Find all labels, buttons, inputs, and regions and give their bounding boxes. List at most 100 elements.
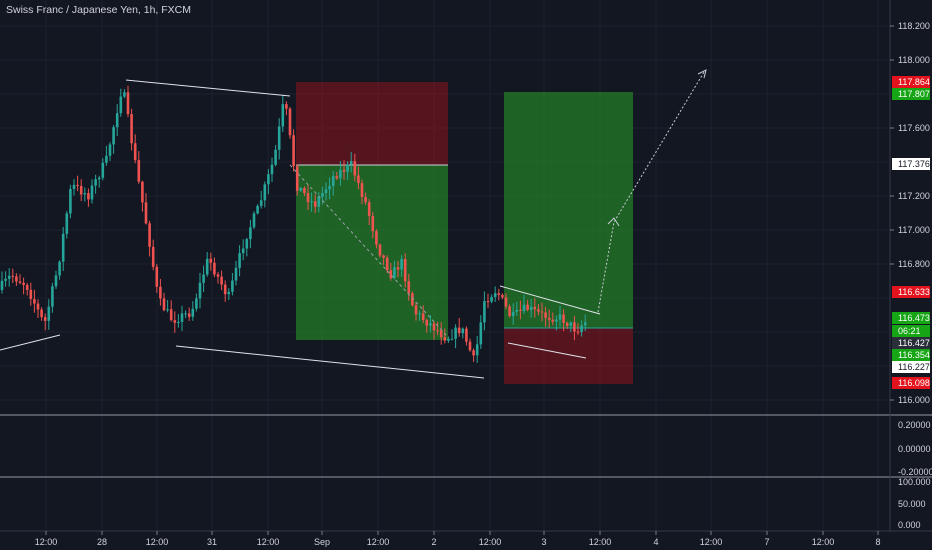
candle-body[interactable] bbox=[263, 184, 267, 201]
position-zones[interactable] bbox=[296, 82, 633, 384]
candle-body[interactable] bbox=[555, 319, 558, 322]
candle-body[interactable] bbox=[573, 322, 576, 332]
candle-body[interactable] bbox=[112, 127, 115, 145]
candle-body[interactable] bbox=[249, 227, 252, 240]
candle-body[interactable] bbox=[76, 184, 79, 186]
trend-line[interactable] bbox=[0, 334, 61, 351]
candle-body[interactable] bbox=[169, 309, 173, 321]
candle-body[interactable] bbox=[270, 164, 274, 175]
candle-body[interactable] bbox=[11, 275, 15, 277]
take-profit-zone[interactable] bbox=[296, 165, 448, 340]
candle-body[interactable] bbox=[317, 196, 321, 207]
candle-body[interactable] bbox=[58, 261, 61, 276]
candle-body[interactable] bbox=[583, 322, 587, 326]
candle-body[interactable] bbox=[565, 322, 569, 326]
candle-body[interactable] bbox=[166, 309, 169, 311]
candle-body[interactable] bbox=[303, 188, 306, 194]
candle-body[interactable] bbox=[501, 294, 504, 298]
candle-body[interactable] bbox=[151, 246, 155, 267]
candle-body[interactable] bbox=[418, 313, 421, 315]
price-badge[interactable] bbox=[892, 312, 930, 324]
candle-body[interactable] bbox=[69, 188, 72, 214]
candle-body[interactable] bbox=[339, 169, 342, 179]
candle-body[interactable] bbox=[61, 233, 65, 262]
candle-body[interactable] bbox=[544, 312, 547, 318]
candle-body[interactable] bbox=[529, 306, 533, 310]
candle-body[interactable] bbox=[450, 338, 454, 340]
candle-body[interactable] bbox=[18, 281, 22, 283]
candle-body[interactable] bbox=[328, 186, 331, 190]
candle-body[interactable] bbox=[364, 197, 367, 203]
candle-body[interactable] bbox=[209, 258, 213, 263]
candle-body[interactable] bbox=[238, 253, 241, 268]
candlestick-series[interactable] bbox=[0, 85, 587, 363]
candle-body[interactable] bbox=[425, 320, 429, 326]
candle-body[interactable] bbox=[357, 175, 360, 184]
candle-body[interactable] bbox=[159, 286, 162, 299]
candle-body[interactable] bbox=[497, 293, 501, 295]
candle-body[interactable] bbox=[97, 177, 101, 180]
candle-body[interactable] bbox=[126, 92, 130, 115]
candle-body[interactable] bbox=[144, 202, 148, 224]
candle-body[interactable] bbox=[342, 169, 346, 172]
candle-body[interactable] bbox=[216, 274, 220, 277]
time-axis[interactable]: 12:00 28 12:00 31 12:00 Sep 12:00 2 12:00 3 12:00 4… bbox=[35, 531, 881, 547]
candle-body[interactable] bbox=[411, 293, 414, 306]
trend-line[interactable] bbox=[125, 79, 291, 97]
candle-body[interactable] bbox=[25, 284, 29, 290]
candle-body[interactable] bbox=[306, 193, 310, 203]
candle-body[interactable] bbox=[162, 298, 166, 311]
candle-body[interactable] bbox=[378, 244, 382, 256]
candle-body[interactable] bbox=[277, 126, 281, 150]
stop-loss-zone[interactable] bbox=[296, 82, 448, 165]
candle-body[interactable] bbox=[108, 144, 112, 156]
candle-body[interactable] bbox=[65, 213, 69, 234]
price-badge[interactable] bbox=[892, 361, 930, 373]
candle-body[interactable] bbox=[346, 164, 349, 172]
candle-body[interactable] bbox=[252, 213, 256, 228]
candle-body[interactable] bbox=[313, 201, 317, 207]
candle-body[interactable] bbox=[173, 320, 177, 323]
candle-body[interactable] bbox=[180, 313, 184, 323]
candle-body[interactable] bbox=[195, 298, 198, 309]
candle-body[interactable] bbox=[101, 162, 105, 178]
candle-body[interactable] bbox=[133, 143, 137, 161]
candle-body[interactable] bbox=[504, 297, 508, 307]
candle-body[interactable] bbox=[540, 311, 544, 313]
candle-body[interactable] bbox=[191, 308, 195, 317]
candle-body[interactable] bbox=[468, 341, 472, 351]
candle-body[interactable] bbox=[436, 330, 439, 332]
candle-body[interactable] bbox=[72, 184, 76, 189]
candle-body[interactable] bbox=[187, 313, 191, 317]
candle-body[interactable] bbox=[105, 155, 108, 163]
candle-body[interactable] bbox=[335, 176, 339, 179]
candle-body[interactable] bbox=[40, 309, 43, 318]
candle-body[interactable] bbox=[94, 179, 97, 186]
candle-body[interactable] bbox=[115, 113, 119, 128]
candle-body[interactable] bbox=[421, 313, 425, 321]
candle-body[interactable] bbox=[385, 257, 389, 271]
price-badge[interactable] bbox=[892, 158, 930, 170]
candle-body[interactable] bbox=[177, 322, 180, 324]
candle-body[interactable] bbox=[465, 328, 468, 342]
candle-body[interactable] bbox=[87, 193, 90, 200]
price-badge[interactable] bbox=[892, 349, 930, 361]
candle-body[interactable] bbox=[267, 174, 270, 185]
candle-body[interactable] bbox=[148, 223, 151, 247]
price-badge[interactable] bbox=[892, 88, 930, 100]
candle-body[interactable] bbox=[281, 104, 285, 127]
candle-body[interactable] bbox=[360, 183, 364, 198]
candle-body[interactable] bbox=[274, 149, 277, 165]
candle-body[interactable] bbox=[407, 281, 411, 294]
candle-body[interactable] bbox=[562, 314, 565, 323]
candle-body[interactable] bbox=[382, 255, 385, 258]
candle-body[interactable] bbox=[493, 293, 497, 298]
candle-body[interactable] bbox=[123, 92, 126, 97]
candle-body[interactable] bbox=[213, 262, 216, 275]
candle-body[interactable] bbox=[22, 282, 25, 285]
candle-body[interactable] bbox=[83, 193, 87, 195]
candle-body[interactable] bbox=[522, 304, 526, 312]
candle-body[interactable] bbox=[7, 275, 11, 279]
candle-body[interactable] bbox=[119, 96, 123, 114]
